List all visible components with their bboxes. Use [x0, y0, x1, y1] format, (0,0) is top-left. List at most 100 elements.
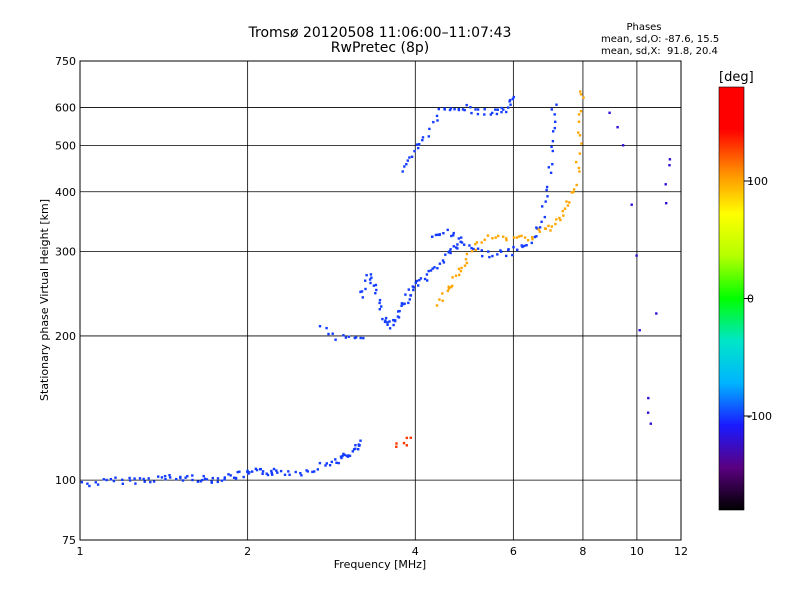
echo-point — [254, 467, 257, 470]
echo-point — [343, 453, 346, 457]
colorbar-tick-label: -100 — [747, 410, 772, 423]
echo-point — [549, 171, 553, 174]
echo-point — [246, 469, 249, 473]
echo-point — [328, 464, 332, 467]
echo-point — [505, 237, 508, 240]
echo-point — [168, 474, 171, 477]
echo-point — [345, 454, 348, 457]
echo-point — [561, 209, 564, 213]
echo-point — [311, 470, 314, 474]
echo-point — [353, 336, 356, 340]
echo-point — [537, 228, 540, 231]
echo-point — [413, 149, 416, 153]
echo-point — [579, 90, 582, 93]
echo-point — [544, 227, 547, 230]
echo-point — [545, 185, 549, 189]
echo-point — [436, 119, 439, 122]
echo-point — [438, 233, 441, 237]
echo-point — [525, 244, 528, 247]
echo-point — [305, 469, 308, 472]
echo-point — [520, 234, 523, 238]
echo-point — [575, 183, 578, 187]
echo-point — [546, 195, 549, 198]
echo-point — [426, 279, 429, 282]
echo-point — [451, 284, 454, 288]
echo-point — [457, 108, 461, 112]
echo-point — [450, 286, 453, 289]
echo-point — [283, 473, 287, 476]
echo-point — [408, 298, 411, 301]
echo-point — [417, 284, 420, 287]
echo-point — [276, 471, 279, 474]
echo-point — [463, 264, 467, 267]
echo-point — [447, 287, 451, 290]
echo-point — [630, 203, 633, 206]
echo-point — [530, 236, 534, 239]
echo-point — [456, 243, 459, 246]
echo-point — [575, 160, 578, 164]
echo-point — [476, 108, 480, 111]
echo-point — [271, 473, 274, 476]
echo-point — [248, 471, 251, 474]
echo-point — [203, 477, 207, 480]
echo-point — [128, 476, 131, 480]
echo-point — [468, 244, 471, 247]
x-tick-label: 10 — [630, 545, 644, 558]
echo-point — [433, 266, 436, 269]
echo-point — [582, 96, 585, 99]
echo-point — [121, 478, 124, 481]
echo-point — [458, 273, 461, 277]
echo-point — [406, 159, 409, 162]
echo-point — [384, 316, 388, 320]
echo-point — [495, 112, 499, 116]
echo-point — [288, 473, 291, 476]
x-axis-label: Frequency [MHz] — [334, 558, 426, 571]
echo-point — [551, 149, 554, 153]
echo-point — [489, 113, 492, 116]
echo-point — [220, 479, 224, 482]
echo-point — [449, 251, 452, 255]
echo-point — [359, 290, 362, 294]
echo-point — [449, 107, 453, 110]
echo-point — [169, 476, 172, 479]
echo-point — [579, 93, 583, 96]
echo-point — [465, 261, 469, 265]
echo-point — [512, 245, 515, 249]
echo-point — [112, 479, 116, 483]
echo-point — [447, 285, 450, 288]
echo-point — [386, 323, 389, 326]
echo-point — [331, 332, 334, 335]
echo-point — [383, 320, 387, 324]
echo-point — [502, 108, 505, 111]
echo-point — [164, 478, 167, 481]
echo-point — [486, 234, 490, 237]
echo-point — [496, 108, 499, 111]
echo-point — [500, 110, 503, 114]
x-axis: 1 2 4 6 8 10 12 — [77, 545, 689, 558]
echo-point — [508, 100, 511, 103]
echo-point — [334, 338, 337, 341]
echo-point — [121, 482, 124, 485]
echo-point — [133, 477, 136, 480]
echo-point — [520, 244, 523, 247]
echo-point — [442, 232, 445, 235]
echo-point — [649, 422, 652, 425]
echo-point — [635, 254, 638, 257]
echo-point — [418, 143, 421, 146]
echo-point — [152, 480, 156, 483]
echo-point — [545, 188, 548, 192]
echo-point — [397, 310, 400, 313]
echo-point — [294, 470, 297, 474]
echo-point — [451, 276, 454, 279]
echo-point — [80, 481, 84, 484]
echo-point — [449, 248, 452, 251]
chart-title: Tromsø 20120508 11:06:00–11:07:43 — [248, 25, 512, 41]
echo-point — [465, 103, 468, 107]
y-tick-label: 400 — [55, 186, 76, 199]
echo-point — [455, 246, 458, 249]
echo-point — [149, 480, 152, 484]
echo-point — [318, 461, 322, 465]
echo-point — [412, 288, 415, 292]
echo-point — [512, 95, 515, 99]
echo-point — [395, 445, 398, 448]
